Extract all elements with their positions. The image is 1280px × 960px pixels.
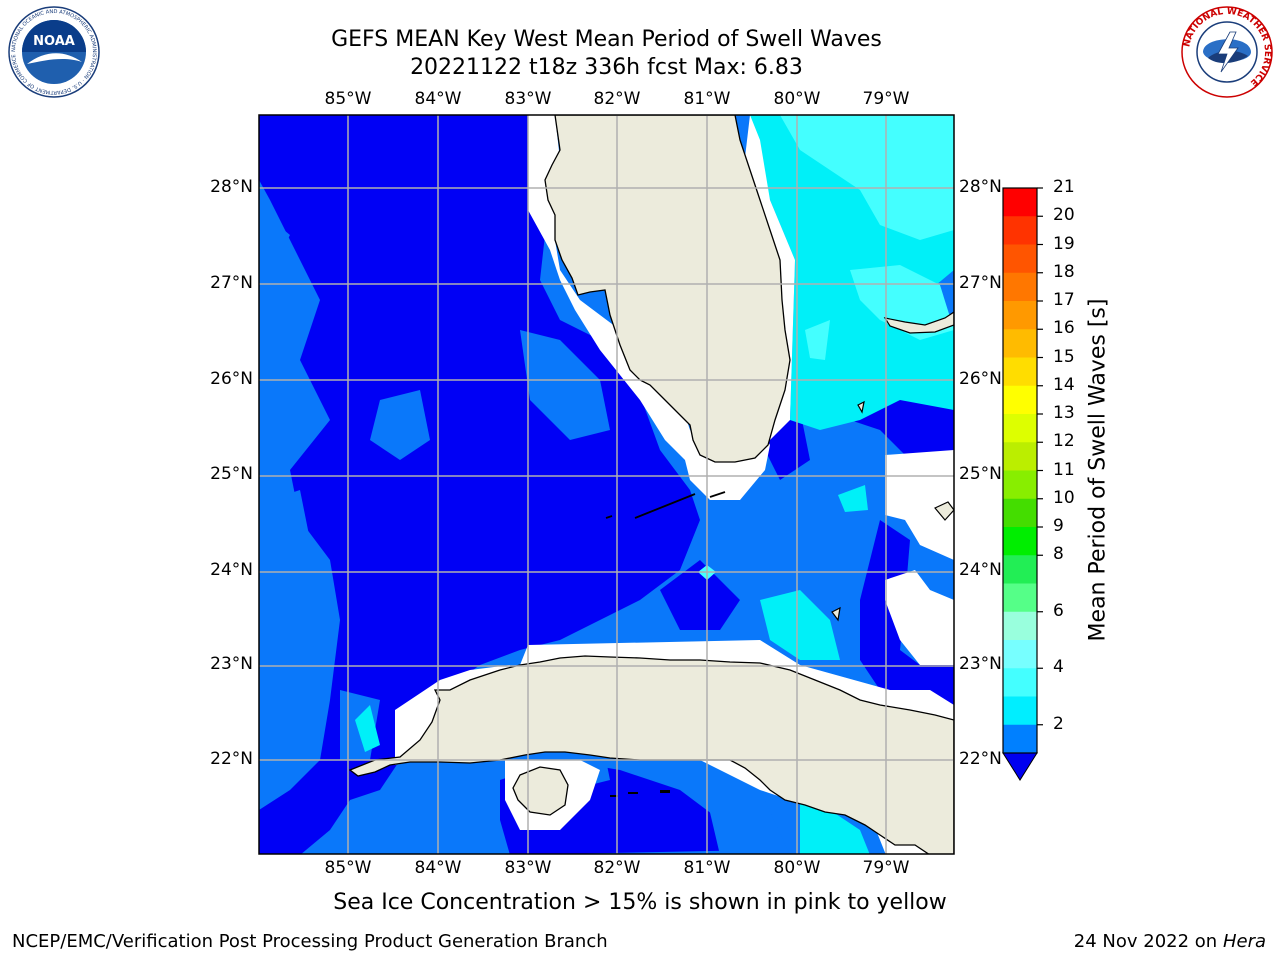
colorbar-band	[1003, 301, 1037, 330]
lon-label-bottom: 82°W	[593, 858, 641, 878]
lon-label-top: 84°W	[414, 89, 462, 109]
colorbar-band	[1003, 357, 1037, 387]
colorbar-band	[1003, 611, 1037, 641]
colorbar-band	[1003, 498, 1037, 528]
florida-land	[544, 115, 791, 463]
noaa-logo-text: NOAA	[33, 34, 75, 49]
colorbar-label: Mean Period of Swell Waves [s]	[1085, 298, 1111, 642]
colorbar-band	[1003, 724, 1037, 754]
lat-label-right: 25°N	[959, 464, 1002, 484]
colorbar-tick-label: 20	[1053, 205, 1075, 226]
lon-label-top: 85°W	[324, 89, 372, 109]
footer-machine: Hera	[1222, 931, 1266, 952]
colorbar-tick-label: 15	[1053, 346, 1075, 367]
lon-label-top: 81°W	[683, 89, 731, 109]
swell-period-map	[258, 114, 955, 855]
nws-logo: NATIONAL WEATHER SERVICE	[1181, 6, 1273, 98]
lon-label-top: 82°W	[593, 89, 641, 109]
lat-label-left: 22°N	[210, 749, 253, 769]
lon-label-top: 83°W	[504, 89, 552, 109]
colorbar-tick-marks	[1037, 187, 1043, 726]
graticule	[259, 115, 954, 854]
colorbar-tick-label: 16	[1053, 318, 1075, 339]
colorbar-band	[1003, 216, 1037, 245]
colorbar-tick-label: 6	[1053, 600, 1064, 621]
colorbar-tick-label: 19	[1053, 233, 1075, 254]
colorbar-tick-label: 10	[1053, 487, 1075, 508]
colorbar-band	[1003, 555, 1037, 584]
colorbar-tick-label: 11	[1053, 459, 1075, 480]
footer-date: 24 Nov 2022 on Hera	[1074, 931, 1266, 952]
cays	[610, 790, 670, 797]
colorbar-band	[1003, 583, 1037, 613]
colorbar-band	[1003, 329, 1037, 358]
lon-label-bottom: 84°W	[414, 858, 462, 878]
lat-label-left: 28°N	[210, 177, 253, 197]
lat-label-right: 23°N	[959, 654, 1002, 674]
footer-date-text: 24 Nov 2022 on	[1073, 931, 1218, 952]
lat-label-left: 25°N	[210, 464, 253, 484]
colorbar-tick-label: 12	[1053, 431, 1075, 452]
lat-label-right: 28°N	[959, 177, 1002, 197]
lat-label-left: 27°N	[210, 273, 253, 293]
colorbar-tick-label: 17	[1053, 290, 1075, 310]
colorbar-band	[1003, 470, 1037, 500]
colorbar-band	[1003, 385, 1037, 415]
colorbar-band	[1003, 442, 1037, 471]
lon-label-bottom: 85°W	[324, 858, 372, 878]
colorbar-tick-label: 2	[1053, 713, 1064, 734]
colorbar-tick-label: 4	[1053, 657, 1064, 678]
colorbar-tick-label: 8	[1053, 544, 1064, 565]
lat-label-left: 24°N	[210, 560, 253, 580]
lat-label-left: 26°N	[210, 369, 253, 389]
noaa-logo: NOAA NATIONAL OCEANIC AND ATMOSPHERIC AD…	[8, 6, 100, 98]
colorbar-tick-label: 9	[1053, 516, 1064, 536]
isla-de-la-juventud	[512, 766, 569, 816]
colorbar-tick-label: 21	[1053, 177, 1075, 197]
footer-branch: NCEP/EMC/Verification Post Processing Pr…	[12, 931, 608, 952]
colorbar-bands	[1003, 188, 1037, 754]
lon-label-top: 80°W	[773, 89, 821, 109]
lon-label-top: 79°W	[862, 89, 910, 109]
colorbar-band	[1003, 414, 1037, 443]
map-title-line1: GEFS MEAN Key West Mean Period of Swell …	[331, 27, 882, 52]
colorbar-band	[1003, 244, 1037, 274]
bahamas-islands	[831, 311, 954, 622]
colorbar-extend-triangle	[1002, 752, 1038, 781]
cuba-land	[348, 655, 954, 854]
colorbar-band	[1003, 527, 1037, 556]
lat-label-right: 22°N	[959, 749, 1002, 769]
lat-label-right: 24°N	[959, 560, 1002, 580]
colorbar-band	[1003, 668, 1037, 697]
colorbar-band	[1003, 272, 1037, 302]
colorbar-band	[1003, 188, 1037, 217]
lat-label-right: 26°N	[959, 369, 1002, 389]
colorbar-tick-label: 14	[1053, 374, 1075, 395]
colorbar	[1002, 187, 1043, 781]
colorbar-band	[1003, 640, 1037, 669]
colorbar-band	[1003, 696, 1037, 726]
lon-label-bottom: 81°W	[683, 858, 731, 878]
colorbar-tick-label: 13	[1053, 403, 1075, 423]
lat-label-left: 23°N	[210, 654, 253, 674]
lat-label-right: 27°N	[959, 273, 1002, 293]
map-title-line2: 20221122 t18z 336h fcst Max: 6.83	[410, 55, 803, 80]
sea-ice-note: Sea Ice Concentration > 15% is shown in …	[333, 890, 947, 915]
colorbar-tick-label: 18	[1053, 261, 1075, 282]
lon-label-bottom: 83°W	[504, 858, 552, 878]
lon-label-bottom: 80°W	[773, 858, 821, 878]
lon-label-bottom: 79°W	[862, 858, 910, 878]
florida-keys	[605, 491, 726, 519]
map-frame	[258, 114, 955, 855]
